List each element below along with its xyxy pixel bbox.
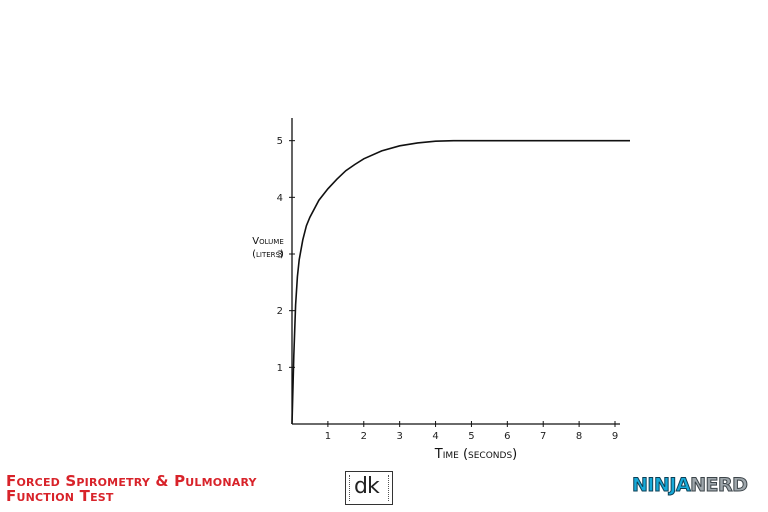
x-tick-label: 8 [576, 431, 582, 442]
x-tick-label: 2 [361, 431, 367, 442]
y-tick-label: 2 [277, 306, 283, 317]
ninja-nerd-logo-nerd: NERD [690, 474, 749, 497]
dk-logo-strip-left [349, 475, 354, 501]
x-tick-label: 1 [325, 431, 331, 442]
x-tick-label: 5 [468, 431, 474, 442]
spirometry-chart: 1 2 3 4 5 6 7 8 9 1 2 3 4 5 Volume (liters) Time (se… [252, 118, 630, 462]
x-tick-label: 4 [432, 431, 438, 442]
ninja-nerd-logo-ninja: NINJA [631, 474, 691, 497]
y-tick-label: 5 [277, 136, 283, 147]
lecture-title-line2: Function Test [6, 487, 114, 505]
ninja-nerd-logo: NINJANERD [631, 474, 749, 497]
dk-logo: dk [345, 471, 393, 505]
y-axis-title-line2: (liters) [252, 249, 284, 260]
x-tick-label: 6 [504, 431, 510, 442]
volume-time-curve [291, 139, 630, 425]
x-axis-title: Time (seconds) [434, 447, 517, 462]
y-tick-label: 3 [277, 250, 283, 261]
y-axis-title-line1: Volume [252, 236, 284, 247]
lecture-title-line1: Forced Spirometry & Pulmonary [6, 472, 257, 490]
lecture-title: Forced Spirometry & Pulmonary Function T… [6, 474, 257, 504]
x-tick-label: 7 [540, 431, 546, 442]
dk-logo-strip-right [384, 475, 389, 501]
x-tick-label: 3 [396, 431, 402, 442]
y-tick-label: 4 [277, 193, 283, 204]
x-tick-label: 9 [612, 431, 618, 442]
dk-logo-text: dk [354, 474, 380, 499]
y-tick-label: 1 [277, 363, 283, 374]
